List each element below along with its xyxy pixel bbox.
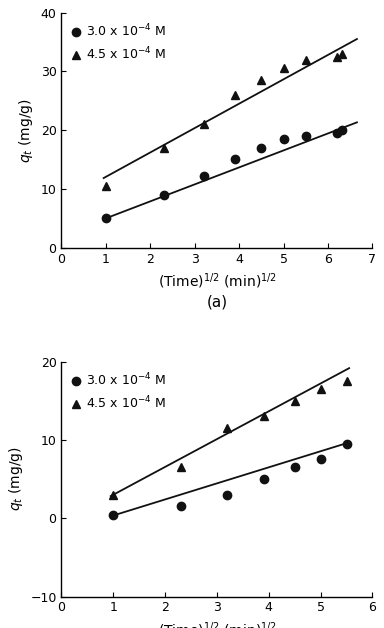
3.0 x 10$^{-4}$ M: [318, 456, 323, 463]
3.0 x 10$^{-4}$ M: [104, 215, 108, 222]
X-axis label: (Time)$^{1/2}$ (min)$^{1/2}$: (Time)$^{1/2}$ (min)$^{1/2}$: [157, 620, 276, 628]
3.0 x 10$^{-4}$ M: [293, 463, 297, 471]
3.0 x 10$^{-4}$ M: [259, 144, 264, 151]
Line: 3.0 x 10$^{-4}$ M: 3.0 x 10$^{-4}$ M: [102, 126, 346, 222]
3.0 x 10$^{-4}$ M: [261, 475, 266, 483]
3.0 x 10$^{-4}$ M: [161, 191, 166, 198]
Legend: 3.0 x 10$^{-4}$ M, 4.5 x 10$^{-4}$ M: 3.0 x 10$^{-4}$ M, 4.5 x 10$^{-4}$ M: [68, 368, 170, 414]
4.5 x 10$^{-4}$ M: [303, 56, 308, 63]
4.5 x 10$^{-4}$ M: [161, 144, 166, 151]
4.5 x 10$^{-4}$ M: [178, 463, 183, 471]
Text: (a): (a): [206, 295, 228, 310]
X-axis label: (Time)$^{1/2}$ (min)$^{1/2}$: (Time)$^{1/2}$ (min)$^{1/2}$: [157, 271, 276, 291]
3.0 x 10$^{-4}$ M: [344, 440, 349, 448]
3.0 x 10$^{-4}$ M: [178, 502, 183, 510]
3.0 x 10$^{-4}$ M: [303, 133, 308, 140]
3.0 x 10$^{-4}$ M: [201, 172, 206, 180]
4.5 x 10$^{-4}$ M: [334, 53, 339, 60]
4.5 x 10$^{-4}$ M: [340, 50, 344, 58]
4.5 x 10$^{-4}$ M: [293, 397, 297, 404]
4.5 x 10$^{-4}$ M: [318, 385, 323, 392]
4.5 x 10$^{-4}$ M: [281, 65, 286, 72]
4.5 x 10$^{-4}$ M: [225, 425, 230, 432]
Y-axis label: $q_t$ (mg/g): $q_t$ (mg/g): [7, 447, 25, 511]
3.0 x 10$^{-4}$ M: [225, 491, 230, 499]
Y-axis label: $q_t$ (mg/g): $q_t$ (mg/g): [17, 98, 35, 163]
3.0 x 10$^{-4}$ M: [340, 126, 344, 134]
4.5 x 10$^{-4}$ M: [201, 121, 206, 128]
3.0 x 10$^{-4}$ M: [334, 129, 339, 137]
Legend: 3.0 x 10$^{-4}$ M, 4.5 x 10$^{-4}$ M: 3.0 x 10$^{-4}$ M, 4.5 x 10$^{-4}$ M: [68, 19, 170, 66]
4.5 x 10$^{-4}$ M: [261, 413, 266, 420]
4.5 x 10$^{-4}$ M: [344, 377, 349, 385]
Line: 4.5 x 10$^{-4}$ M: 4.5 x 10$^{-4}$ M: [109, 377, 351, 499]
4.5 x 10$^{-4}$ M: [232, 91, 237, 99]
4.5 x 10$^{-4}$ M: [104, 182, 108, 190]
Line: 4.5 x 10$^{-4}$ M: 4.5 x 10$^{-4}$ M: [102, 50, 346, 190]
3.0 x 10$^{-4}$ M: [281, 135, 286, 143]
Line: 3.0 x 10$^{-4}$ M: 3.0 x 10$^{-4}$ M: [109, 440, 351, 519]
3.0 x 10$^{-4}$ M: [232, 156, 237, 163]
3.0 x 10$^{-4}$ M: [111, 511, 116, 519]
4.5 x 10$^{-4}$ M: [111, 491, 116, 499]
4.5 x 10$^{-4}$ M: [259, 77, 264, 84]
